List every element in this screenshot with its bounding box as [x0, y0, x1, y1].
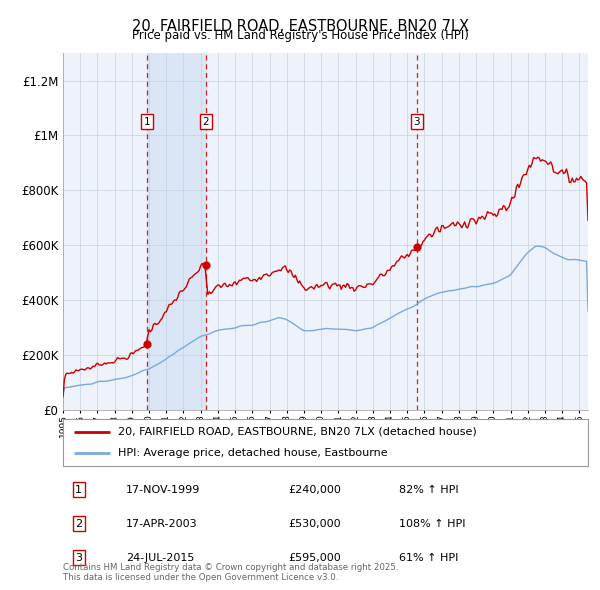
Point [412, 242, 422, 251]
Text: £240,000: £240,000 [289, 484, 341, 494]
Bar [147, 53, 206, 410]
Text: 3: 3 [413, 117, 420, 127]
Text: 1: 1 [75, 484, 82, 494]
Text: 61% ↑ HPI: 61% ↑ HPI [399, 553, 458, 563]
Text: 3: 3 [75, 553, 82, 563]
Text: 2: 2 [202, 117, 209, 127]
Text: 82% ↑ HPI: 82% ↑ HPI [399, 484, 458, 494]
Text: 108% ↑ HPI: 108% ↑ HPI [399, 519, 466, 529]
Text: £595,000: £595,000 [289, 553, 341, 563]
Text: 17-NOV-1999: 17-NOV-1999 [126, 484, 200, 494]
Text: 20, FAIRFIELD ROAD, EASTBOURNE, BN20 7LX: 20, FAIRFIELD ROAD, EASTBOURNE, BN20 7LX [131, 19, 469, 34]
Text: 1: 1 [143, 117, 151, 127]
Point [201, 260, 211, 269]
Text: Contains HM Land Registry data © Crown copyright and database right 2025.
This d: Contains HM Land Registry data © Crown c… [63, 563, 398, 582]
Text: Price paid vs. HM Land Registry's House Price Index (HPI): Price paid vs. HM Land Registry's House … [131, 30, 469, 42]
Text: HPI: Average price, detached house, Eastbourne: HPI: Average price, detached house, East… [118, 448, 388, 458]
Text: 2: 2 [75, 519, 82, 529]
Text: £530,000: £530,000 [289, 519, 341, 529]
Point [142, 339, 152, 349]
Text: 17-APR-2003: 17-APR-2003 [126, 519, 197, 529]
Text: 20, FAIRFIELD ROAD, EASTBOURNE, BN20 7LX (detached house): 20, FAIRFIELD ROAD, EASTBOURNE, BN20 7LX… [118, 427, 477, 437]
Text: 24-JUL-2015: 24-JUL-2015 [126, 553, 194, 563]
